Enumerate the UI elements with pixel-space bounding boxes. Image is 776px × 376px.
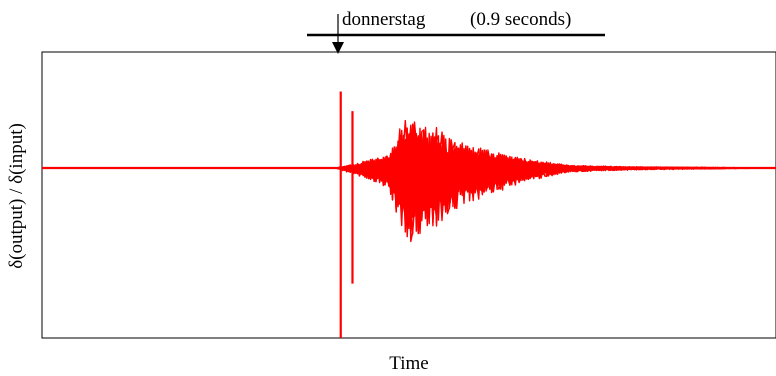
annotation-duration: (0.9 seconds) xyxy=(470,9,571,30)
series-layer xyxy=(42,91,776,338)
y-axis-label: δ(output) / δ(input) xyxy=(6,123,27,269)
annotation-arrow-head xyxy=(332,42,344,54)
plot-frame xyxy=(41,51,776,339)
x-axis-label: Time xyxy=(389,353,428,374)
annotation-word: donnerstag xyxy=(342,9,426,30)
